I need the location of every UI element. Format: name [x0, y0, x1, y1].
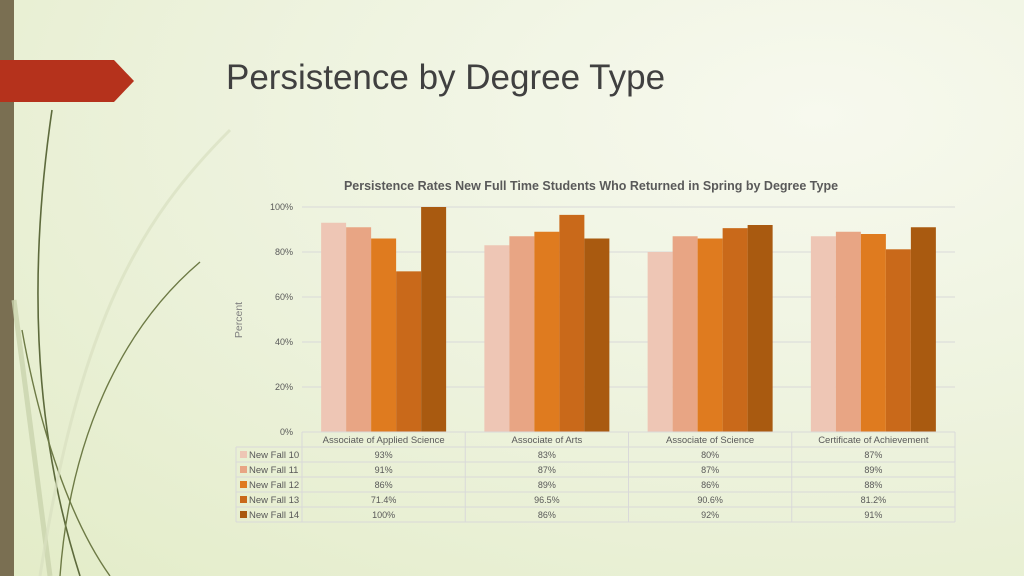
bar: [722, 228, 748, 432]
y-tick-label: 80%: [275, 247, 293, 257]
x-category-label: Associate of Arts: [511, 435, 582, 446]
y-tick-label: 40%: [275, 337, 293, 347]
bar: [321, 222, 347, 432]
bar: [647, 252, 673, 432]
data-label: 86%: [375, 480, 393, 490]
data-label: 87%: [701, 465, 719, 475]
bar: [810, 236, 836, 432]
bar: [534, 231, 560, 432]
data-label: 90.6%: [697, 495, 723, 505]
legend-swatch: [240, 481, 247, 488]
data-label: 87%: [864, 450, 882, 460]
x-category-label: Associate of Science: [666, 435, 754, 446]
bar: [346, 227, 372, 432]
bar: [747, 225, 773, 432]
left-accent-bar: [0, 0, 14, 576]
data-label: 89%: [864, 465, 882, 475]
data-label: 100%: [372, 510, 395, 520]
bar: [584, 238, 610, 432]
bar: [860, 234, 886, 432]
data-label: 91%: [375, 465, 393, 475]
legend-entry: New Fall 13: [249, 495, 299, 506]
bar: [885, 249, 911, 432]
bar: [421, 207, 447, 432]
title-accent-tab: [0, 60, 134, 102]
x-category-label: Associate of Applied Science: [323, 435, 445, 446]
y-tick-label: 60%: [275, 292, 293, 302]
data-label: 96.5%: [534, 495, 560, 505]
data-label: 86%: [701, 480, 719, 490]
bar: [509, 236, 535, 432]
bar: [910, 227, 936, 432]
data-label: 92%: [701, 510, 719, 520]
data-label: 88%: [864, 480, 882, 490]
bar: [371, 238, 397, 432]
legend-entry: New Fall 10: [249, 450, 299, 461]
bar: [697, 238, 723, 432]
legend-entry: New Fall 12: [249, 480, 299, 491]
data-label: 80%: [701, 450, 719, 460]
slide-title: Persistence by Degree Type: [226, 58, 666, 97]
bar: [672, 236, 698, 432]
y-axis-label: Percent: [233, 302, 245, 338]
legend-entry: New Fall 14: [249, 510, 299, 521]
legend-swatch: [240, 496, 247, 503]
decorative-grass-strokes: [11, 109, 232, 576]
chart-title: Persistence Rates New Full Time Students…: [344, 179, 838, 193]
legend-swatch: [240, 466, 247, 473]
bar: [559, 214, 585, 432]
data-label: 71.4%: [371, 495, 397, 505]
y-tick-label: 20%: [275, 382, 293, 392]
data-label: 87%: [538, 465, 556, 475]
data-label: 93%: [375, 450, 393, 460]
bar: [835, 231, 861, 432]
data-label: 86%: [538, 510, 556, 520]
data-label: 81.2%: [861, 495, 887, 505]
x-category-label: Certificate of Achievement: [818, 435, 929, 446]
legend-swatch: [240, 451, 247, 458]
bar: [484, 245, 510, 432]
bar: [396, 271, 422, 432]
y-tick-label: 100%: [270, 202, 293, 212]
data-label: 91%: [864, 510, 882, 520]
legend-entry: New Fall 11: [249, 465, 298, 476]
legend-swatch: [240, 511, 247, 518]
data-label: 83%: [538, 450, 556, 460]
y-tick-label: 0%: [280, 427, 293, 437]
data-label: 89%: [538, 480, 556, 490]
